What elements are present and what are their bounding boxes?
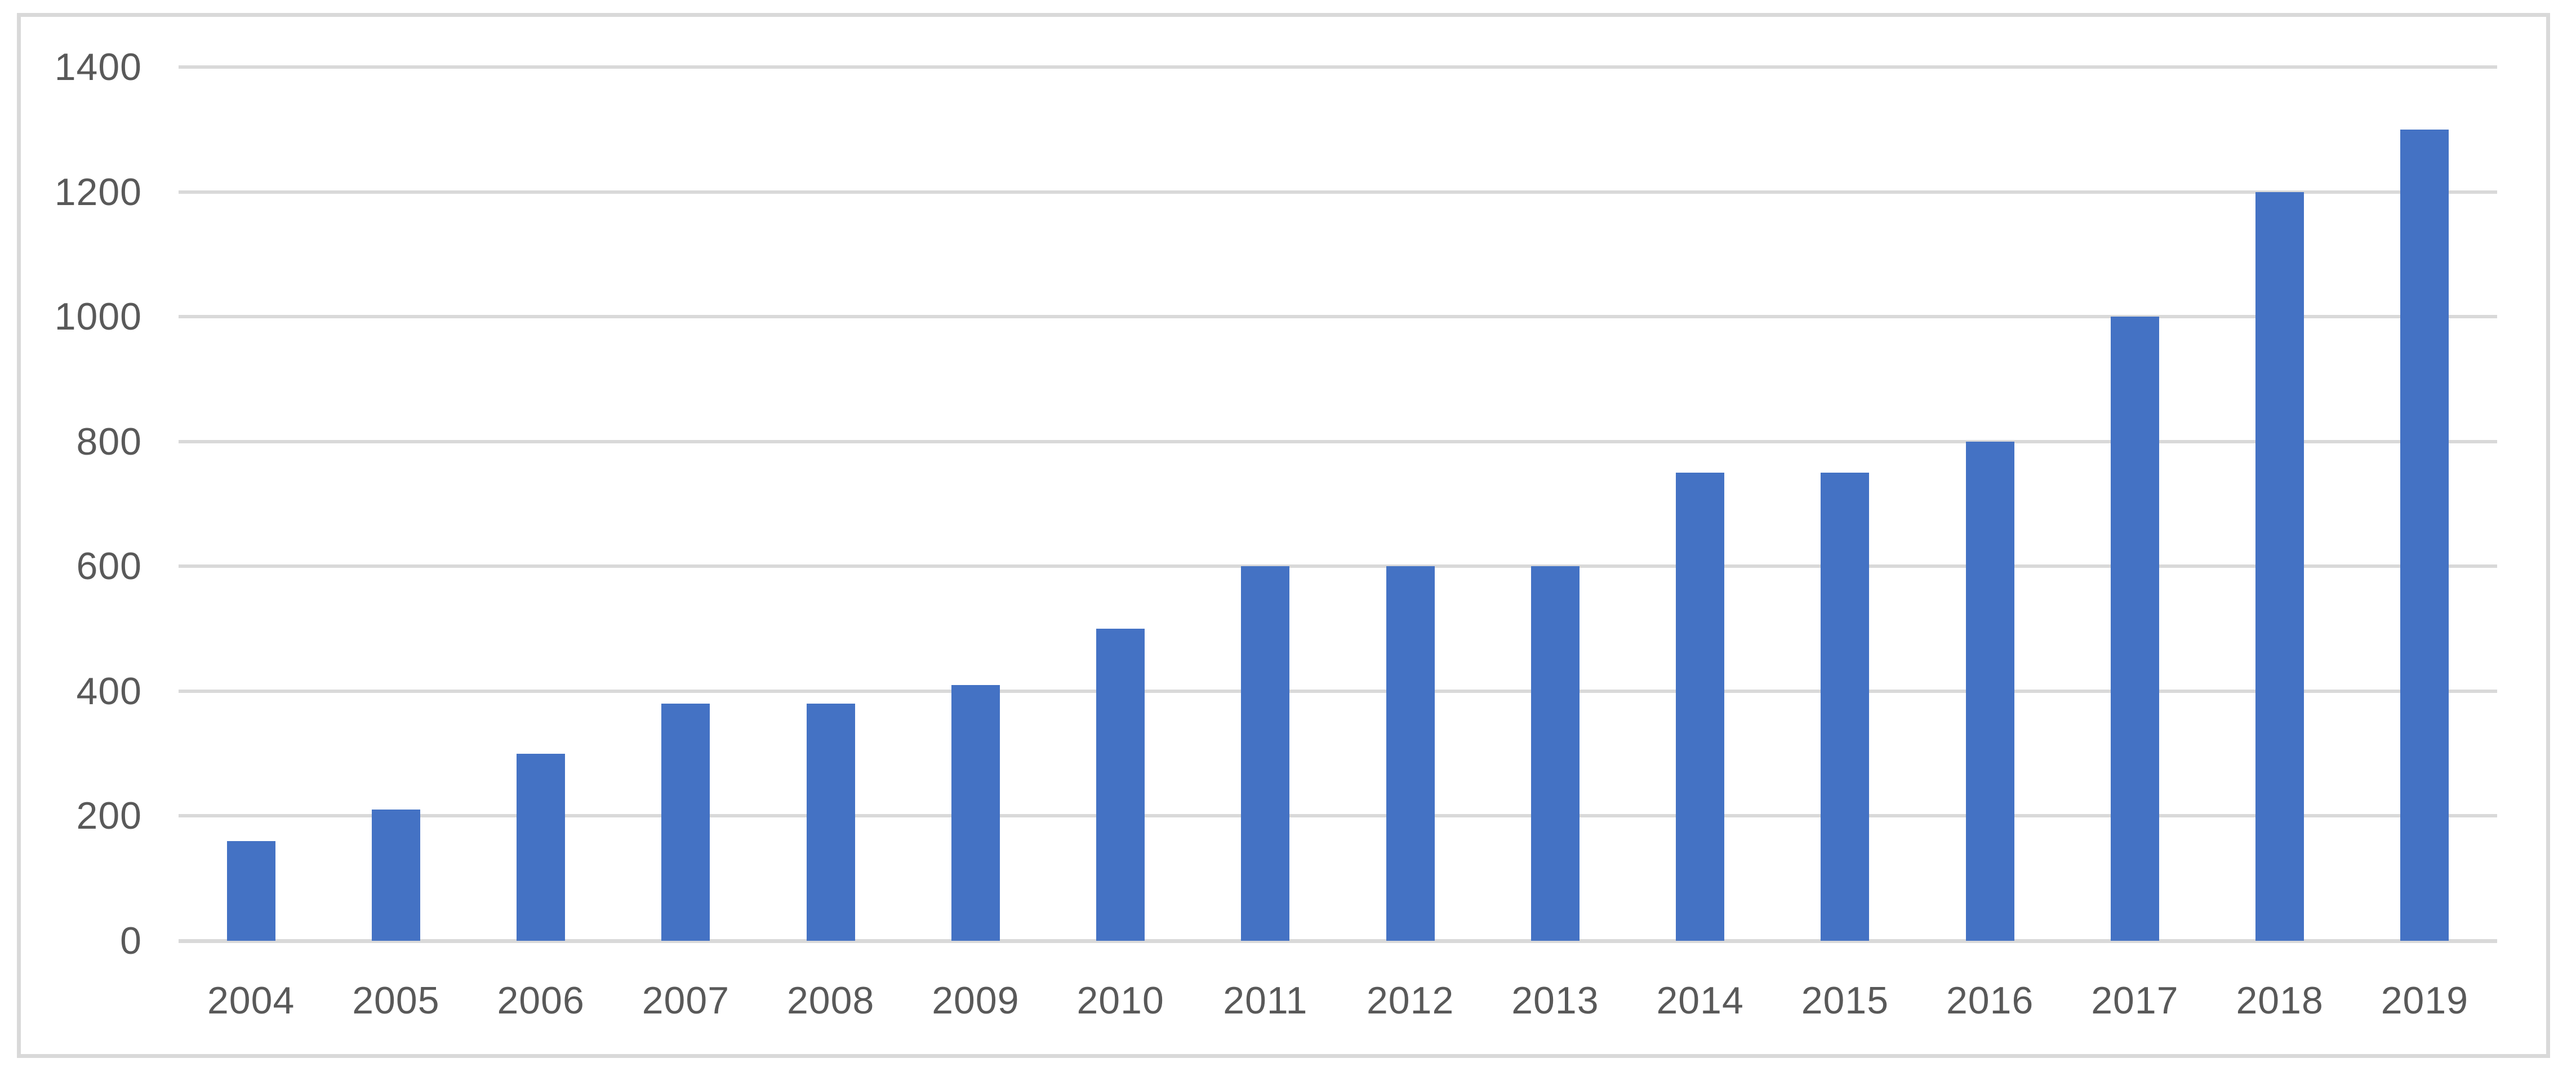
x-tick-label-2014: 2014 bbox=[1656, 979, 1744, 1022]
bar-2011 bbox=[1241, 566, 1290, 941]
bar-2012 bbox=[1386, 566, 1435, 941]
x-tick-label-2010: 2010 bbox=[1076, 979, 1164, 1022]
gridline-1200 bbox=[179, 190, 2497, 194]
gridline-1400 bbox=[179, 65, 2497, 69]
y-tick-label-0: 0 bbox=[120, 919, 142, 962]
x-tick-label-2006: 2006 bbox=[497, 979, 585, 1022]
x-tick-label-2017: 2017 bbox=[2091, 979, 2179, 1022]
bar-2019 bbox=[2400, 129, 2449, 941]
y-tick-label-1200: 1200 bbox=[54, 170, 142, 214]
x-tick-label-2019: 2019 bbox=[2381, 979, 2469, 1022]
bar-2010 bbox=[1096, 629, 1145, 941]
bar-2004 bbox=[226, 841, 275, 941]
gridline-400 bbox=[179, 689, 2497, 693]
gridline-1000 bbox=[179, 315, 2497, 319]
x-tick-label-2012: 2012 bbox=[1366, 979, 1454, 1022]
bar-2014 bbox=[1676, 473, 1725, 941]
y-tick-label-800: 800 bbox=[76, 420, 142, 463]
y-tick-label-400: 400 bbox=[76, 669, 142, 713]
y-tick-label-200: 200 bbox=[76, 794, 142, 838]
bar-2005 bbox=[371, 810, 420, 941]
y-tick-label-600: 600 bbox=[76, 545, 142, 588]
x-tick-label-2008: 2008 bbox=[786, 979, 875, 1022]
bar-2007 bbox=[661, 704, 710, 941]
bar-2015 bbox=[1821, 473, 1870, 941]
x-axis-line bbox=[179, 939, 2497, 943]
bar-2018 bbox=[2255, 192, 2304, 941]
bar-2009 bbox=[951, 684, 1000, 941]
bar-2016 bbox=[1965, 441, 2014, 941]
x-tick-label-2015: 2015 bbox=[1801, 979, 1889, 1022]
x-tick-label-2013: 2013 bbox=[1511, 979, 1599, 1022]
bar-2017 bbox=[2110, 317, 2159, 941]
bar-2013 bbox=[1531, 566, 1580, 941]
x-tick-label-2005: 2005 bbox=[352, 979, 440, 1022]
x-tick-label-2011: 2011 bbox=[1223, 979, 1308, 1022]
x-tick-label-2018: 2018 bbox=[2236, 979, 2324, 1022]
gridline-800 bbox=[179, 439, 2497, 443]
bar-2006 bbox=[517, 753, 566, 941]
gridline-200 bbox=[179, 814, 2497, 818]
x-tick-label-2007: 2007 bbox=[642, 979, 730, 1022]
x-tick-label-2004: 2004 bbox=[207, 979, 295, 1022]
y-tick-label-1000: 1000 bbox=[54, 295, 142, 339]
bar-2008 bbox=[806, 704, 855, 941]
x-tick-label-2016: 2016 bbox=[1946, 979, 2034, 1022]
gridline-600 bbox=[179, 564, 2497, 568]
x-tick-label-2009: 2009 bbox=[932, 979, 1020, 1022]
y-tick-label-1400: 1400 bbox=[54, 46, 142, 88]
